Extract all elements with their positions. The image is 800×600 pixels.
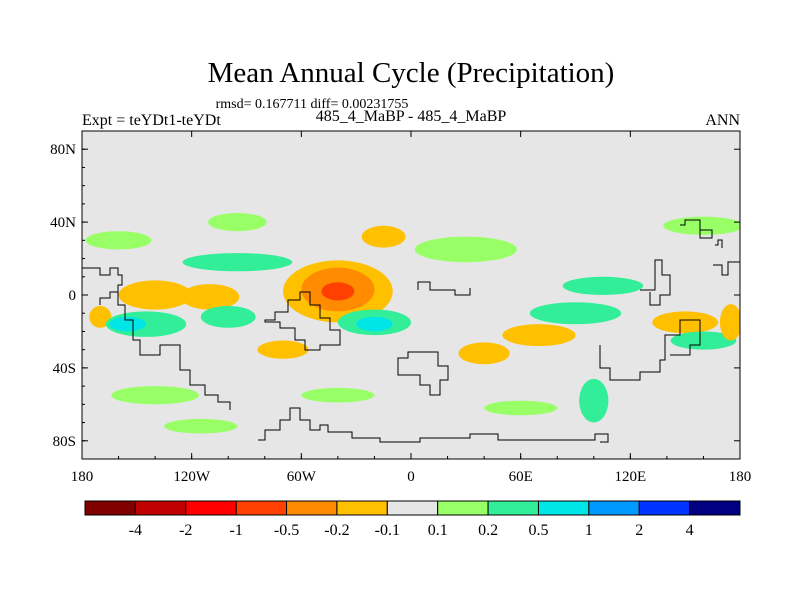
- colorbar-label: -0.2: [324, 522, 349, 539]
- anomaly-region-5: [118, 280, 192, 310]
- anomaly-region-6: [180, 284, 240, 310]
- experiment-label: Expt = teYDt1-teYDt: [82, 112, 221, 129]
- anomaly-region-22: [562, 276, 644, 295]
- colorbar-swatch-5: [286, 500, 338, 516]
- x-tick-label: 60W: [287, 469, 317, 485]
- colorbar-swatch-10: [537, 500, 590, 516]
- y-tick-label: 40N: [50, 215, 76, 231]
- anomaly-region-10: [109, 316, 146, 332]
- anomaly-region-13: [257, 340, 309, 359]
- x-tick-label: 120E: [614, 469, 646, 485]
- coastline-antarctica: [258, 407, 609, 443]
- colorbar-swatch-3: [185, 500, 237, 516]
- colorbar-label: -0.1: [375, 522, 400, 539]
- colorbar-swatch-13: [689, 500, 741, 516]
- x-tick-label: 120W: [173, 469, 211, 485]
- colorbar-swatch-6: [336, 500, 388, 516]
- colorbar-label: 2: [635, 522, 643, 539]
- colorbar-swatch-2: [134, 500, 187, 516]
- coastlines: [82, 219, 740, 443]
- coastline-africa: [397, 351, 449, 396]
- anomaly-region-30: [529, 302, 622, 325]
- colorbar: -4 -2 -1 -0.5 -0.2 -0.1 0.1 0.2 0.5 1 2 4: [84, 500, 741, 539]
- anomaly-region-18: [414, 236, 518, 263]
- anomaly-region-34: [111, 386, 199, 405]
- colorbar-label: -0.5: [274, 522, 299, 539]
- colorbar-label: -2: [179, 522, 192, 539]
- colorbar-swatch-12: [638, 500, 691, 516]
- anomaly-region-14: [361, 225, 406, 248]
- chart-title: Mean Annual Cycle (Precipitation): [208, 57, 615, 89]
- coastline-south-america-west: [117, 292, 231, 410]
- anomaly-region-33: [301, 387, 375, 403]
- coastline-north-america: [82, 267, 123, 305]
- anomaly-region-20: [663, 216, 740, 235]
- anomaly-region-31: [652, 311, 719, 334]
- anomaly-region-26: [356, 316, 393, 332]
- colorbar-label: 0.2: [478, 522, 498, 539]
- anomaly-region-17: [429, 203, 503, 226]
- coastline-east-asia: [640, 259, 671, 306]
- x-tick-label: 0: [407, 469, 415, 485]
- colorbar-label: 0.5: [528, 522, 548, 539]
- anomaly-region-27: [401, 322, 475, 348]
- anomaly-region-40: [719, 304, 740, 341]
- stats-line: rmsd= 0.167711 diff= 0.00231755: [216, 97, 409, 112]
- anomaly-region-24: [85, 231, 152, 250]
- anomaly-region-28: [458, 342, 510, 365]
- x-tick-label: 180: [71, 469, 94, 485]
- colorbar-swatch-11: [588, 500, 640, 516]
- anomaly-region-35: [164, 418, 238, 434]
- precipitation-anomaly-field: [85, 172, 740, 452]
- colorbar-label: 4: [686, 522, 694, 539]
- y-tick-label: 0: [69, 288, 77, 304]
- y-axis: 80N 40N 0 40S 80S: [50, 130, 740, 460]
- colorbar-label: -4: [129, 522, 142, 539]
- anomaly-region-38: [484, 400, 558, 416]
- y-tick-label: 40S: [53, 361, 76, 377]
- coastline-pacific-east: [715, 239, 723, 248]
- anomaly-region-37: [374, 437, 521, 452]
- colorbar-swatch-8: [437, 500, 489, 516]
- colorbar-swatch-9: [487, 500, 539, 516]
- coastline-south-america-east: [264, 291, 341, 351]
- anomaly-region-16: [343, 189, 388, 204]
- y-tick-label: 80S: [53, 434, 76, 450]
- anomaly-region-21: [633, 256, 737, 279]
- case-label: 485_4_MaBP - 485_4_MaBP: [316, 108, 507, 125]
- colorbar-label: -1: [229, 522, 242, 539]
- anomaly-region-32: [670, 331, 737, 350]
- x-axis: 180 120W 60W 0 60E 120E 180: [71, 131, 752, 485]
- anomaly-region-7: [89, 305, 112, 328]
- anomaly-region-23: [182, 253, 293, 272]
- colorbar-swatch-4: [235, 500, 288, 516]
- coastline-kamchatka: [680, 219, 713, 239]
- anomaly-region-9: [100, 262, 174, 285]
- anomaly-region-1: [321, 282, 355, 301]
- colorbar-label: 0.1: [428, 522, 448, 539]
- colorbar-swatch-7: [386, 500, 439, 516]
- coastline-alaska: [713, 261, 740, 276]
- anomaly-region-19: [590, 172, 664, 195]
- anomaly-region-36: [579, 378, 609, 423]
- x-tick-label: 60E: [509, 469, 533, 485]
- y-tick-label: 80N: [50, 142, 76, 158]
- season-label: ANN: [705, 112, 740, 129]
- colorbar-label: 1: [585, 522, 593, 539]
- anomaly-region-39: [208, 213, 267, 232]
- coastline-australia: [599, 319, 701, 381]
- anomaly-region-29: [502, 324, 576, 347]
- x-tick-label: 180: [729, 469, 752, 485]
- anomaly-region-12: [200, 305, 256, 328]
- coastline-eurasia-south: [417, 281, 471, 296]
- colorbar-swatch-1: [84, 500, 136, 516]
